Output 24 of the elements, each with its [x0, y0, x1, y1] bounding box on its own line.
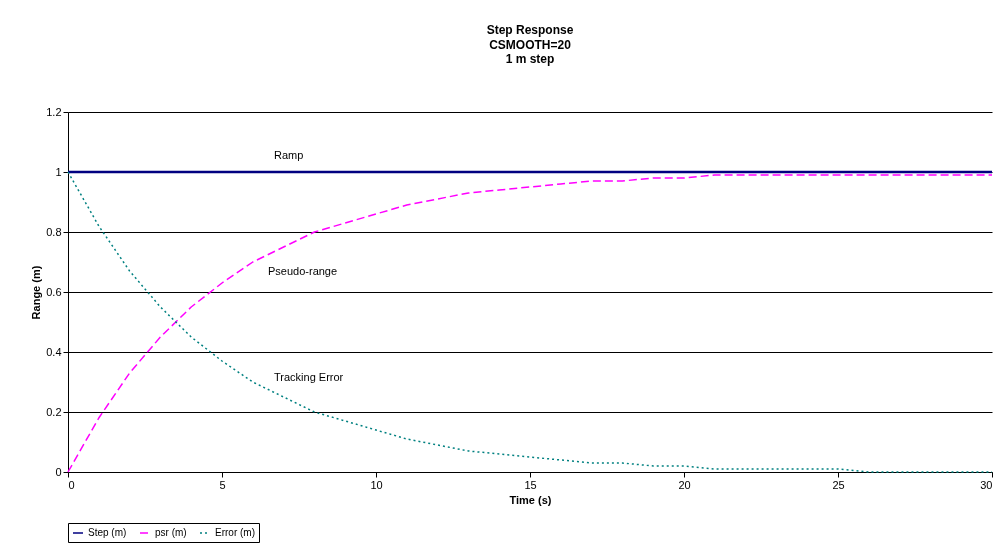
annotation: Tracking Error — [274, 371, 344, 383]
x-tick-label: 20 — [678, 478, 691, 491]
y-axis-title: Range (m) — [30, 265, 43, 320]
y-tick-label: 0 — [55, 465, 62, 478]
x-tick-label: 0 — [68, 478, 75, 491]
x-tick-label: 5 — [219, 478, 226, 491]
x-tick-label: 30 — [980, 478, 993, 491]
y-tick-label: 0.2 — [46, 405, 62, 418]
legend-label: psr (m) — [155, 527, 187, 538]
annotation: Ramp — [274, 149, 304, 161]
x-axis-title: Time (s) — [509, 493, 552, 506]
annotation: Pseudo-range — [268, 265, 338, 277]
y-tick-label: 0.6 — [46, 285, 62, 298]
y-tick-label: 1 — [55, 165, 62, 178]
y-tick-label: 1.2 — [46, 105, 62, 118]
legend-label: Error (m) — [215, 527, 255, 538]
x-tick-label: 15 — [524, 478, 537, 491]
chart-title: Step Response — [486, 23, 574, 37]
y-tick-label: 0.4 — [46, 345, 62, 358]
chart-subtitle: CSMOOTH=20 1 m step — [489, 38, 572, 66]
x-tick-label: 25 — [832, 478, 845, 491]
x-tick-label: 10 — [370, 478, 383, 491]
y-tick-label: 0.8 — [46, 225, 62, 238]
legend-label: Step (m) — [88, 527, 127, 538]
